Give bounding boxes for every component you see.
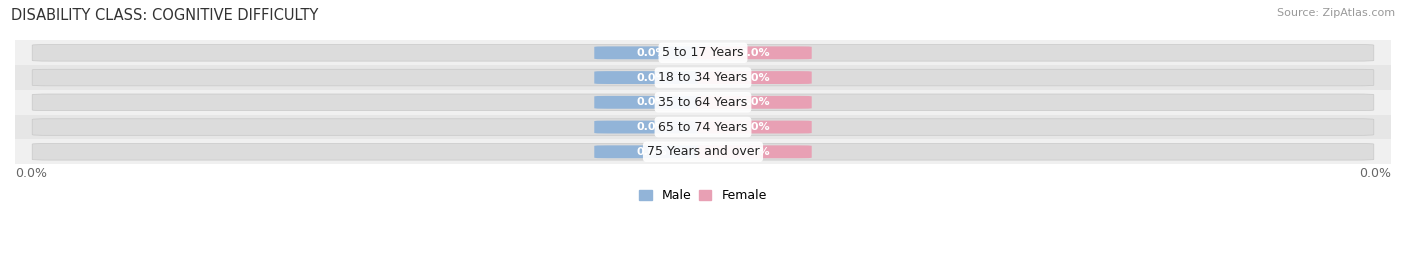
Text: 0.0%: 0.0%	[636, 73, 666, 83]
Legend: Male, Female: Male, Female	[634, 184, 772, 207]
Bar	[15, 139, 1391, 164]
Bar	[15, 115, 1391, 139]
FancyBboxPatch shape	[32, 119, 1374, 135]
Bar	[15, 40, 1391, 65]
FancyBboxPatch shape	[697, 121, 811, 133]
Text: 5 to 17 Years: 5 to 17 Years	[662, 46, 744, 59]
FancyBboxPatch shape	[697, 96, 811, 109]
FancyBboxPatch shape	[32, 143, 1374, 160]
FancyBboxPatch shape	[697, 145, 811, 158]
FancyBboxPatch shape	[697, 71, 811, 84]
Text: 75 Years and over: 75 Years and over	[647, 145, 759, 158]
FancyBboxPatch shape	[595, 145, 709, 158]
FancyBboxPatch shape	[32, 45, 1374, 61]
Text: 0.0%: 0.0%	[740, 122, 770, 132]
Text: 0.0%: 0.0%	[636, 97, 666, 107]
FancyBboxPatch shape	[32, 69, 1374, 86]
Text: 0.0%: 0.0%	[740, 73, 770, 83]
Bar	[15, 65, 1391, 90]
FancyBboxPatch shape	[32, 94, 1374, 111]
FancyBboxPatch shape	[697, 46, 811, 59]
Text: 0.0%: 0.0%	[636, 122, 666, 132]
FancyBboxPatch shape	[595, 121, 709, 133]
Bar	[15, 90, 1391, 115]
Text: Source: ZipAtlas.com: Source: ZipAtlas.com	[1277, 8, 1395, 18]
Text: 35 to 64 Years: 35 to 64 Years	[658, 96, 748, 109]
Text: 0.0%: 0.0%	[740, 48, 770, 58]
FancyBboxPatch shape	[595, 96, 709, 109]
Text: 18 to 34 Years: 18 to 34 Years	[658, 71, 748, 84]
Text: 0.0%: 0.0%	[740, 147, 770, 157]
Text: 0.0%: 0.0%	[636, 48, 666, 58]
Text: DISABILITY CLASS: COGNITIVE DIFFICULTY: DISABILITY CLASS: COGNITIVE DIFFICULTY	[11, 8, 319, 23]
Text: 0.0%: 0.0%	[1360, 167, 1391, 180]
Text: 65 to 74 Years: 65 to 74 Years	[658, 121, 748, 133]
Text: 0.0%: 0.0%	[636, 147, 666, 157]
FancyBboxPatch shape	[595, 71, 709, 84]
FancyBboxPatch shape	[595, 46, 709, 59]
Text: 0.0%: 0.0%	[740, 97, 770, 107]
Text: 0.0%: 0.0%	[15, 167, 46, 180]
